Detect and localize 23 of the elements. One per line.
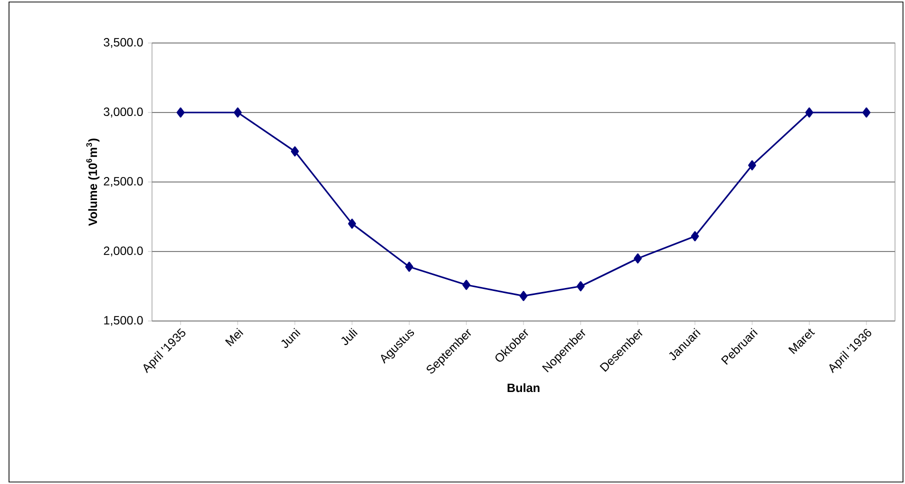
point [234,107,242,118]
point [520,290,528,302]
point [290,146,299,156]
point [748,160,756,170]
x-tick-label: Juni [281,328,300,348]
y-tick-label: 1,500.0 [104,316,143,326]
y-tick-label: 3,000.0 [104,108,143,118]
text: Volume (10$^{6}$m$^{3}$) [86,138,100,226]
point [805,107,814,118]
y-tick-label: 3,500.0 [104,38,143,48]
point [176,107,185,118]
point [462,280,470,290]
point [348,218,356,229]
x-axis-title: Bulan [508,383,540,392]
point [690,231,699,242]
point [576,281,585,292]
point [862,107,870,118]
y-tick-label: 2,000.0 [104,246,143,256]
point [405,262,414,272]
x-tick-label: Mei [225,328,244,346]
x-tick-label: Juli [341,328,358,346]
y-tick-label: 2,500.0 [104,177,143,187]
point [634,253,642,264]
